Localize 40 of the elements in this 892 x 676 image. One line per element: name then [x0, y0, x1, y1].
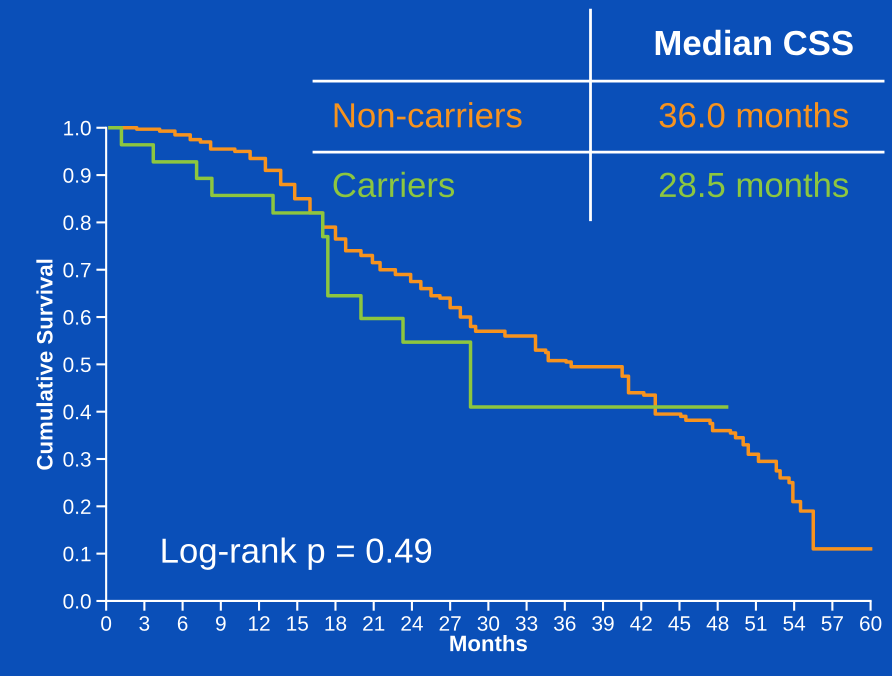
- x-tick-label: 60: [860, 616, 882, 631]
- annotation: 28.5 months: [660, 172, 848, 198]
- y-tick-label: 0.3: [63, 452, 91, 467]
- x-tick-label: 51: [745, 616, 766, 631]
- y-tick-label: 0.2: [63, 499, 91, 514]
- x-tick-label: 3: [139, 616, 150, 631]
- x-tick-label: 39: [592, 616, 614, 631]
- x-tick-label: 6: [178, 616, 188, 631]
- x-tick-label: 27: [440, 616, 461, 631]
- x-tick-label: 45: [668, 616, 690, 631]
- x-tick-label: 54: [783, 616, 806, 631]
- y-tick-label: 0.4: [63, 404, 91, 420]
- x-tick-label: 18: [325, 616, 346, 631]
- x-tick-label: 57: [822, 616, 843, 631]
- y-axis-title: Cumulative Survival: [36, 260, 53, 470]
- x-tick-label: 24: [401, 616, 423, 631]
- x-tick-label: 0: [101, 616, 112, 631]
- x-tick-label: 21: [363, 616, 384, 631]
- x-tick-label: 48: [706, 616, 728, 631]
- y-tick-label: 0.8: [63, 215, 91, 230]
- y-tick-label: 0.1: [63, 546, 91, 562]
- x-tick-label: 30: [478, 616, 500, 631]
- series-label: Carriers: [334, 172, 454, 198]
- y-tick-label: 0.9: [63, 168, 91, 183]
- y-tick-label: 0.7: [63, 262, 91, 278]
- text: 36.0 months: [660, 102, 848, 128]
- x-tick-label: 36: [554, 616, 576, 631]
- x-tick-label: 9: [216, 616, 226, 631]
- x-tick-label: 42: [630, 616, 652, 631]
- series-label: Non-carriers: [334, 102, 522, 128]
- y-tick-label: 1.0: [64, 120, 91, 136]
- annotation: Log-rank p = 0.49: [162, 537, 432, 570]
- y-tick-label: 0.6: [63, 310, 91, 325]
- x-tick-label: 33: [516, 616, 538, 631]
- x-tick-label: 12: [249, 616, 270, 631]
- y-tick-label: 0.0: [63, 594, 91, 609]
- x-axis-title: Months: [450, 634, 527, 652]
- y-tick-label: 0.5: [63, 357, 91, 372]
- x-tick-label: 15: [287, 616, 308, 631]
- text: Median CSS: [656, 30, 853, 56]
